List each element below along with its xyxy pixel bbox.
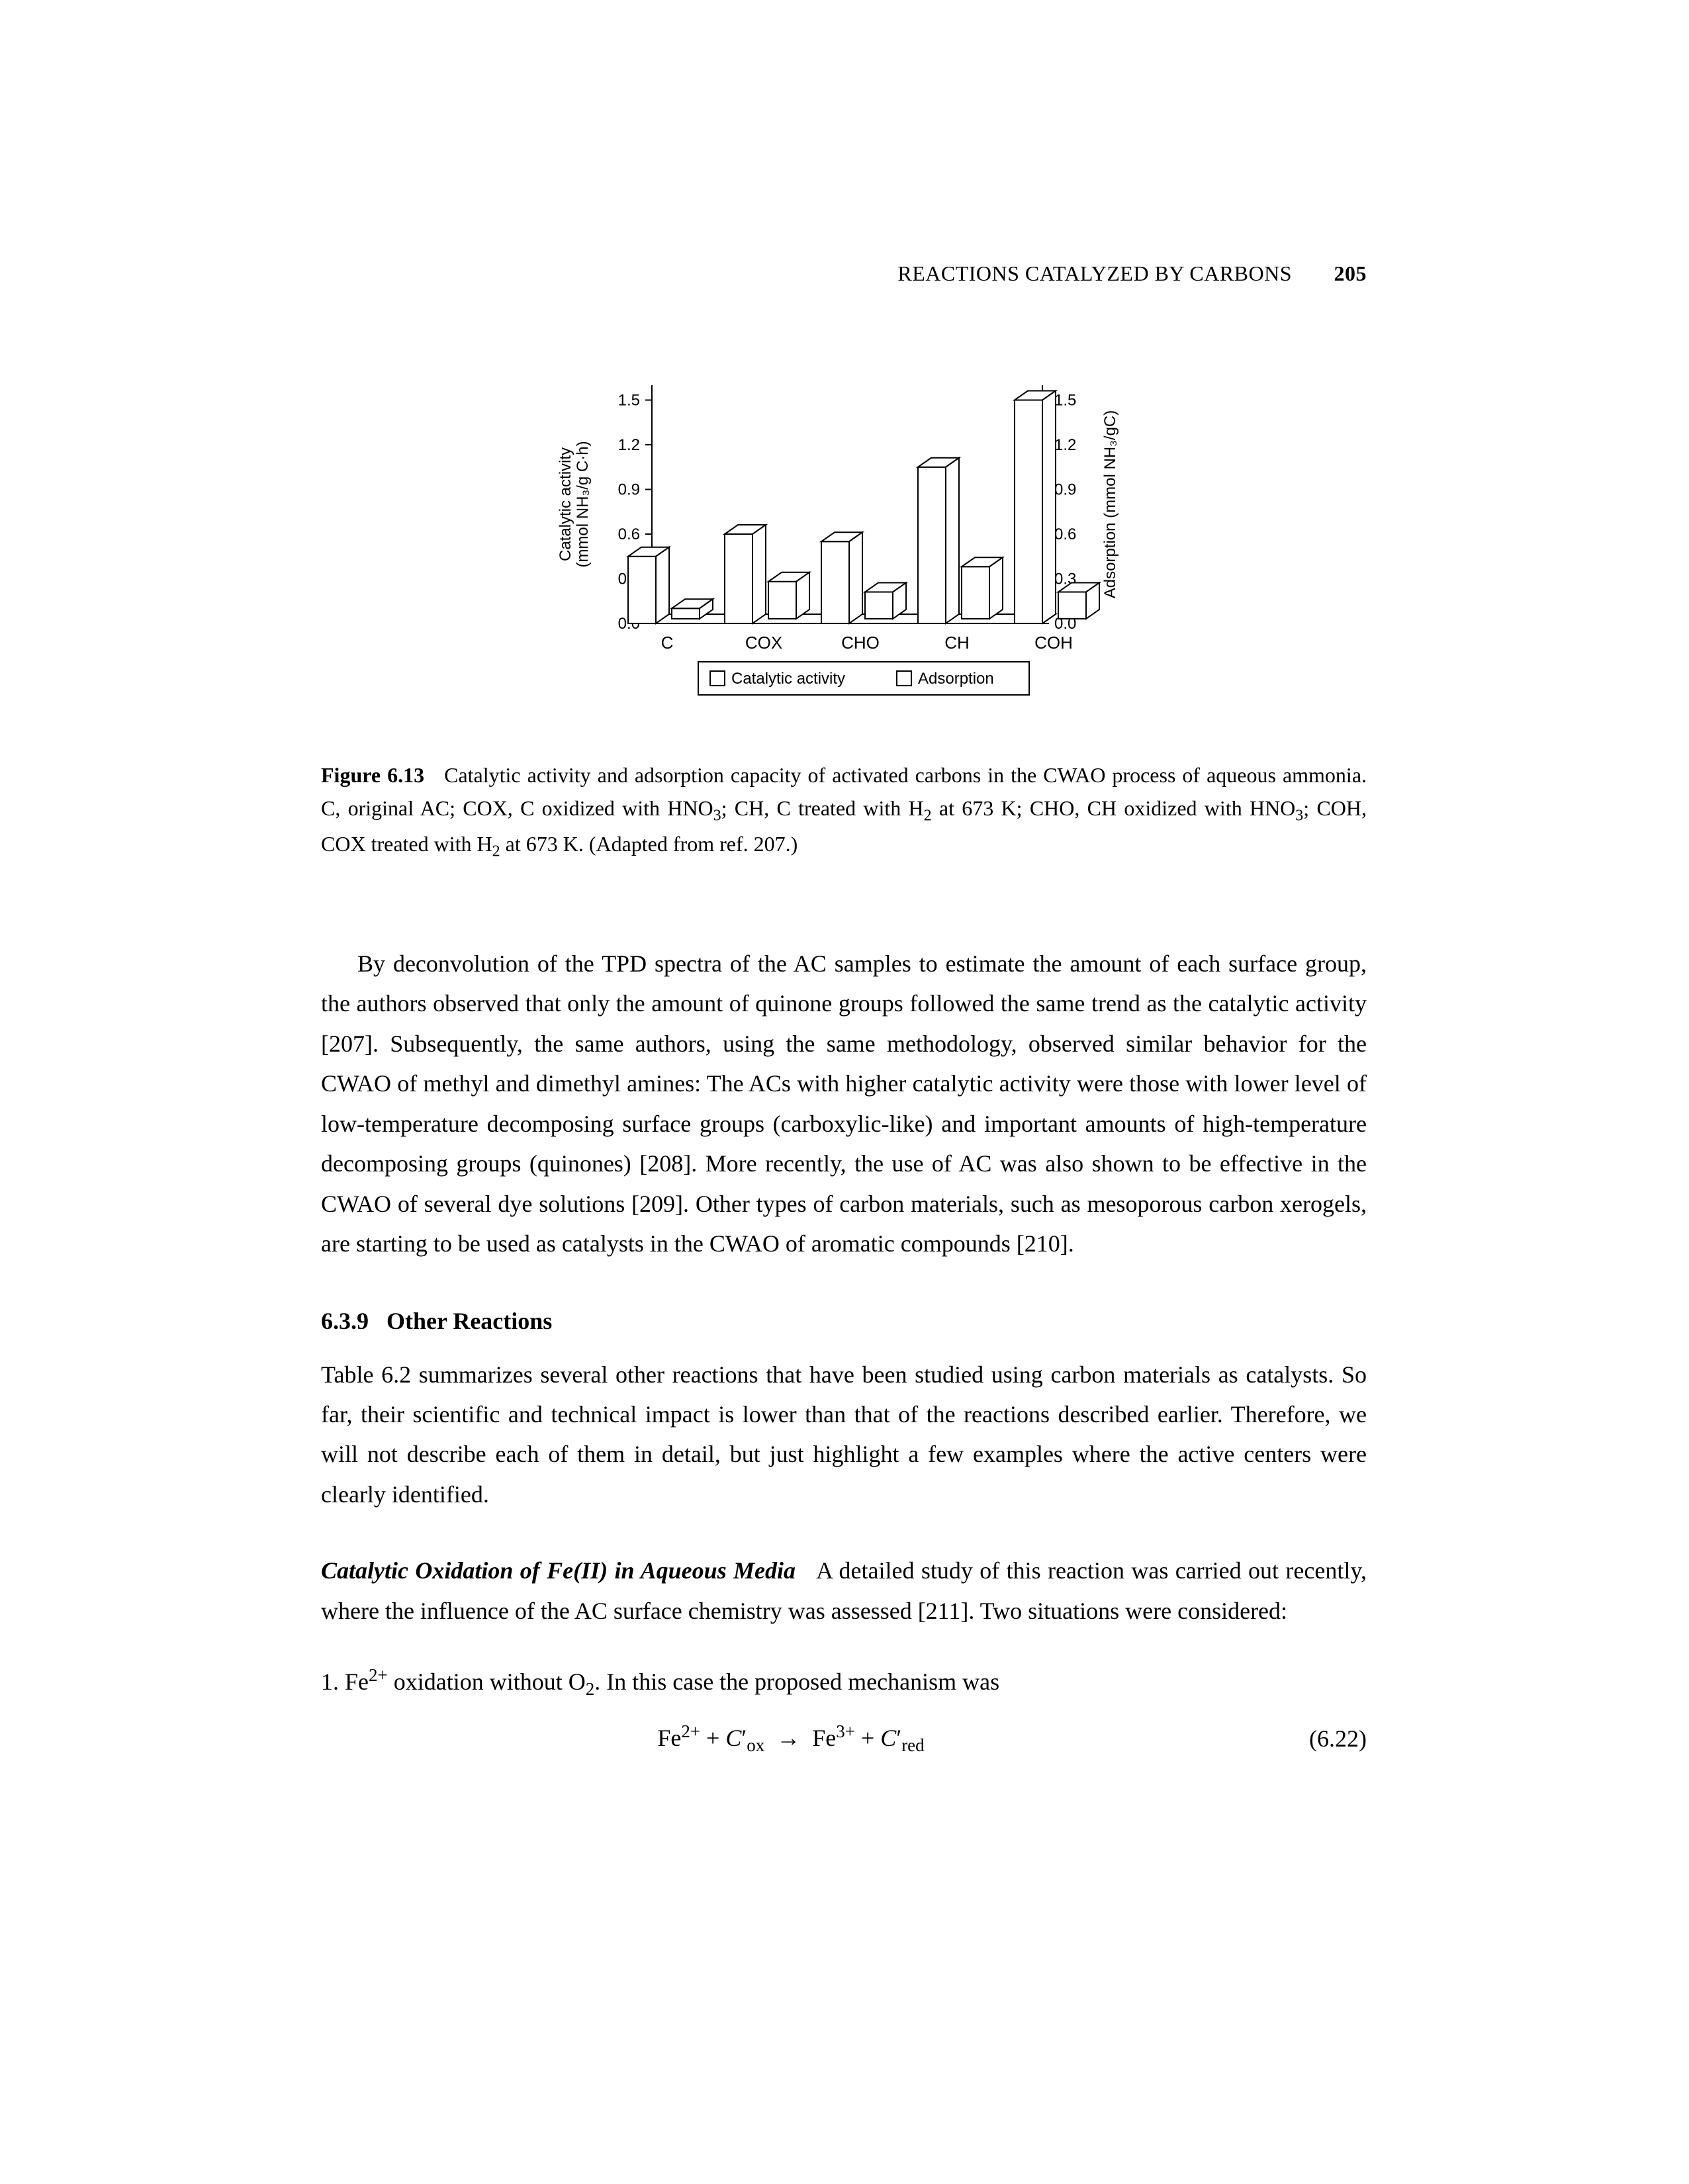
caption-text-b: ; CH, C treated with H (721, 796, 924, 820)
svg-text:0.9: 0.9 (618, 481, 640, 499)
figure-6-13: 0.00.30.60.91.21.50.00.30.60.91.21.5Cata… (321, 365, 1367, 713)
svg-text:0.9: 0.9 (1054, 481, 1076, 499)
caption-text-e: at 673 K. (Adapted from ref. 207.) (500, 832, 798, 856)
sub-2b: 2 (492, 843, 500, 860)
equation-6-22: Fe2+ + C′ox → Fe3+ + C′red (6.22) (321, 1721, 1367, 1756)
body-paragraph-2: Table 6.2 summarizes several other react… (321, 1355, 1367, 1515)
caption-text-c: at 673 K; CHO, CH oxidized with HNO (932, 796, 1296, 820)
svg-text:COH: COH (1034, 633, 1073, 653)
section-number: 6.3.9 (321, 1308, 369, 1334)
section-heading: 6.3.9 Other Reactions (321, 1307, 1367, 1335)
svg-text:C: C (661, 633, 674, 653)
list-number: 1. (321, 1668, 339, 1695)
svg-text:1.2: 1.2 (618, 436, 640, 454)
svg-text:0.6: 0.6 (618, 525, 640, 543)
list-item-1: 1. Fe2+ oxidation without O2. In this ca… (357, 1661, 1367, 1705)
runin-paragraph: Catalytic Oxidation of Fe(II) in Aqueous… (321, 1551, 1367, 1631)
chart-svg: 0.00.30.60.91.21.50.00.30.60.91.21.5Cata… (546, 365, 1142, 709)
svg-text:Adsorption (mmol NH₃/gC): Adsorption (mmol NH₃/gC) (1101, 410, 1119, 599)
svg-text:CHO: CHO (841, 633, 880, 653)
sub-O2: 2 (586, 1680, 595, 1700)
list1-a: Fe (345, 1668, 369, 1695)
running-head: REACTIONS CATALYZED BY CARBONS 205 (321, 261, 1367, 286)
svg-text:1.5: 1.5 (618, 392, 640, 410)
svg-text:CH: CH (944, 633, 970, 653)
svg-text:(mmol NH₃/g C·h): (mmol NH₃/g C·h) (574, 441, 592, 567)
running-title: REACTIONS CATALYZED BY CARBONS (897, 261, 1292, 285)
svg-text:1.5: 1.5 (1054, 392, 1076, 410)
equation-number: (6.22) (1261, 1725, 1367, 1752)
sup-2plus: 2+ (369, 1665, 388, 1685)
svg-text:Catalytic activity: Catalytic activity (731, 670, 845, 688)
figure-label: Figure 6.13 (321, 763, 424, 787)
svg-text:1.2: 1.2 (1054, 436, 1076, 454)
runin-lead: Catalytic Oxidation of Fe(II) in Aqueous… (321, 1557, 796, 1584)
body-paragraph-1: By deconvolution of the TPD spectra of t… (321, 944, 1367, 1264)
section-title: Other Reactions (387, 1308, 552, 1334)
sub-2: 2 (924, 807, 932, 824)
svg-text:COX: COX (745, 633, 782, 653)
list1-c: . In this case the proposed mechanism wa… (594, 1668, 999, 1695)
svg-text:Catalytic activity: Catalytic activity (557, 447, 574, 561)
figure-caption: Figure 6.13 Catalytic activity and adsor… (321, 759, 1367, 864)
page-number: 205 (1334, 261, 1367, 285)
svg-text:Adsorption: Adsorption (918, 670, 994, 688)
equation-body: Fe2+ + C′ox → Fe3+ + C′red (321, 1721, 1261, 1756)
svg-text:0.6: 0.6 (1054, 525, 1076, 543)
sub-3: 3 (713, 807, 721, 824)
sub-3b: 3 (1295, 807, 1303, 824)
list1-b: oxidation without O (388, 1668, 586, 1695)
